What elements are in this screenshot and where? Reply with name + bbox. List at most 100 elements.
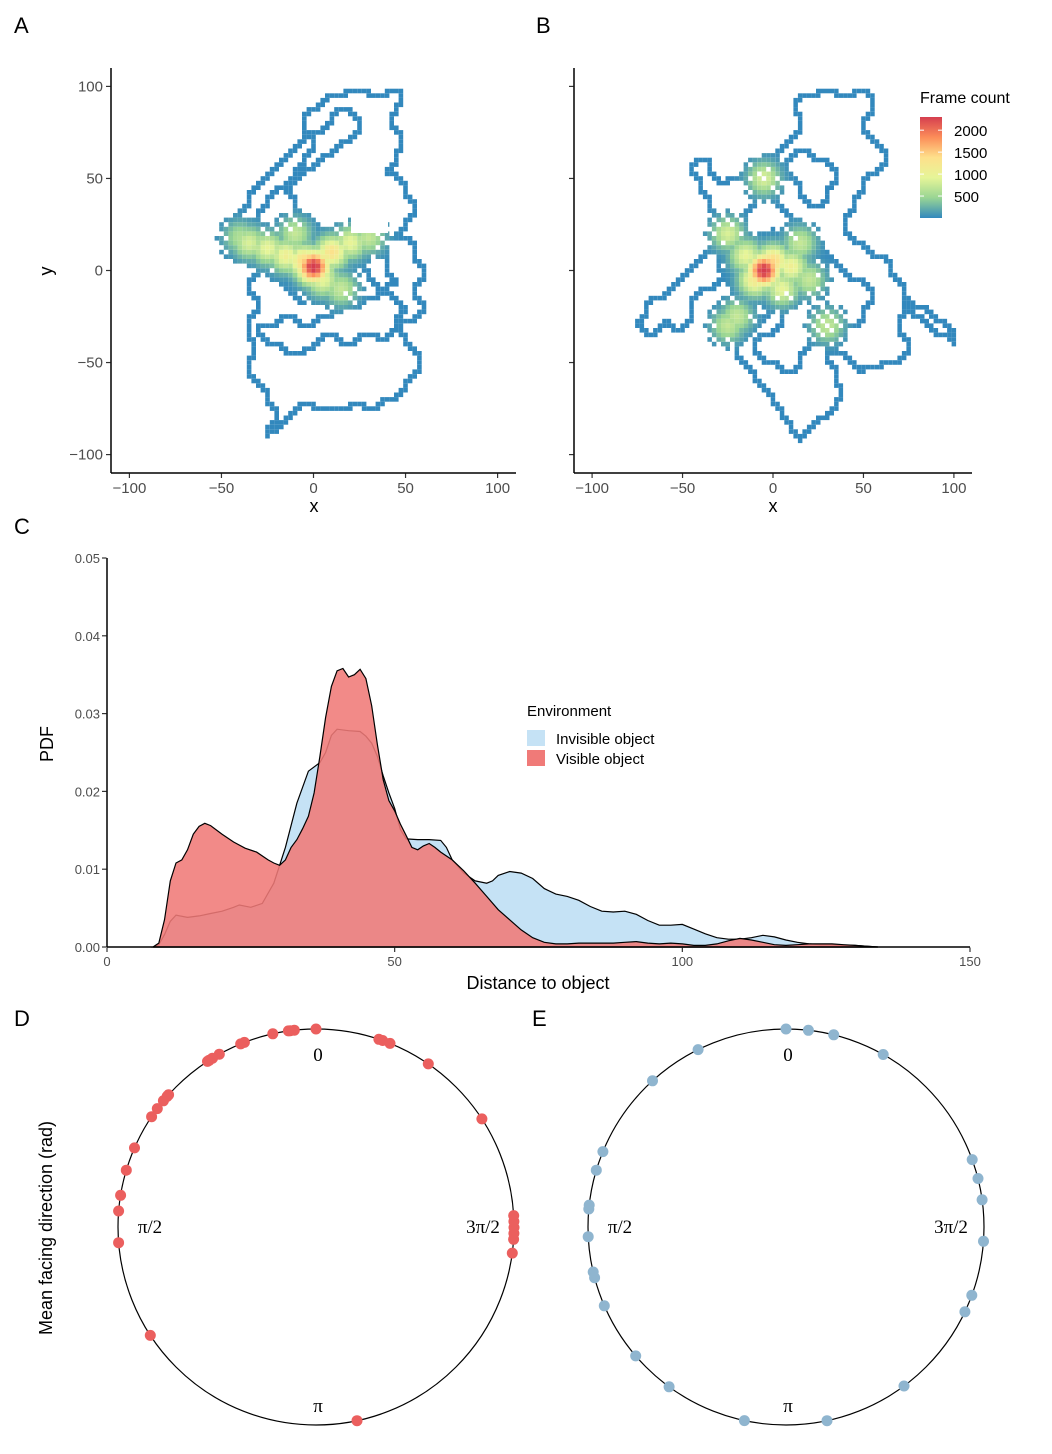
track-cell (671, 282, 676, 287)
track-cell (730, 277, 735, 282)
x-tick-label: −100 (113, 480, 147, 497)
track-cell (816, 295, 821, 301)
track-cell (412, 254, 417, 259)
track-cell (260, 236, 266, 241)
track-cell (793, 148, 798, 154)
track-cell (752, 259, 758, 264)
track-cell (820, 314, 825, 319)
track-cell (315, 259, 321, 264)
direction-point (630, 1350, 642, 1362)
track-cell (343, 245, 348, 250)
track-cell (806, 424, 812, 430)
track-cell (734, 309, 740, 315)
track-cell (302, 120, 307, 126)
track-cell (371, 240, 376, 246)
track-cell (260, 180, 266, 186)
track-cell (265, 433, 270, 439)
track-cell (806, 199, 812, 204)
track-cell (838, 397, 844, 402)
track-cell (338, 259, 344, 264)
track-cell (820, 309, 825, 315)
direction-point (267, 1028, 279, 1040)
track-cell (246, 318, 252, 324)
colorbar-tick-label: 1000 (954, 167, 987, 184)
track-cell (288, 282, 293, 287)
track-cell (283, 259, 289, 264)
track-cell (348, 300, 353, 305)
track-cell (269, 245, 275, 250)
track-cell (246, 259, 252, 264)
track-cell (361, 406, 367, 411)
track-cell (743, 305, 749, 310)
track-cell (811, 291, 816, 296)
direction-point (738, 1415, 750, 1427)
track-cell (910, 309, 916, 315)
track-cell (398, 318, 404, 324)
track-cell (251, 378, 256, 384)
track-cell (384, 249, 390, 255)
track-cell (398, 134, 404, 140)
track-cell (797, 249, 803, 255)
track-cell (348, 272, 353, 278)
track-cell (242, 203, 247, 209)
track-cell (716, 328, 721, 333)
track-cell (752, 346, 758, 351)
track-cell (716, 337, 721, 342)
track-cell (283, 286, 289, 292)
track-cell (269, 194, 275, 200)
track-cell (779, 148, 785, 154)
track-cell (802, 346, 807, 351)
track-cell (403, 318, 408, 324)
track-cell (288, 245, 293, 250)
track-cell (874, 171, 880, 177)
track-cell (325, 268, 330, 273)
track-cell (334, 295, 339, 301)
track-cell (802, 93, 807, 98)
colorbar-tick-label: 2000 (954, 123, 987, 140)
track-cell (825, 328, 830, 333)
track-cell (269, 420, 275, 425)
track-cell (357, 125, 362, 131)
track-cell (793, 153, 798, 158)
track-cell (847, 277, 853, 282)
track-cell (320, 226, 325, 232)
track-cell (843, 213, 848, 218)
track-cell (320, 337, 325, 342)
track-cell (279, 162, 284, 167)
track-cell (297, 166, 302, 172)
track-cell (825, 360, 830, 365)
track-cell (788, 263, 794, 269)
track-cell (716, 282, 721, 287)
track-cell (251, 272, 256, 278)
track-cell (721, 305, 726, 310)
track-cell (698, 176, 703, 181)
panel-b-heatmap: −100 −50 0 50 100 x Frame count 200015001000… (569, 68, 1010, 516)
track-cell (739, 236, 744, 241)
track-cell (770, 226, 776, 232)
track-cell (702, 254, 708, 259)
track-cell (389, 328, 394, 333)
track-cell (352, 305, 358, 310)
track-cell (265, 337, 270, 342)
track-cell (334, 240, 339, 246)
track-cell (311, 236, 316, 241)
track-cell (260, 249, 266, 255)
track-cell (775, 245, 780, 250)
track-cell (343, 139, 348, 144)
direction-point (113, 1205, 125, 1217)
track-cell (407, 213, 413, 218)
track-cell (748, 364, 753, 370)
track-cell (274, 236, 279, 241)
track-cell (292, 249, 298, 255)
track-cell (834, 93, 839, 98)
track-cell (357, 263, 362, 269)
track-cell (380, 240, 385, 246)
track-cell (752, 240, 758, 246)
track-cell (888, 360, 893, 365)
track-cell (829, 309, 834, 315)
track-cell (820, 341, 825, 347)
track-cell (297, 286, 302, 292)
track-cell (394, 102, 399, 108)
track-cell (338, 282, 344, 287)
track-cell (288, 351, 293, 356)
